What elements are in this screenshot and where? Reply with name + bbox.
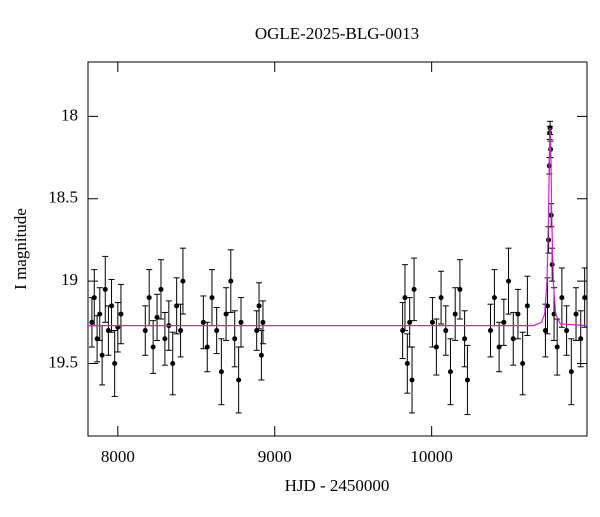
data-point xyxy=(91,295,97,301)
data-point xyxy=(433,344,439,350)
data-point xyxy=(228,278,234,284)
data-point xyxy=(582,295,588,301)
data-point xyxy=(180,278,186,284)
data-point xyxy=(112,361,118,367)
data-point xyxy=(491,295,497,301)
data-point xyxy=(260,319,266,325)
data-point xyxy=(236,377,242,383)
data-point xyxy=(204,344,210,350)
data-point xyxy=(462,336,468,342)
data-point xyxy=(214,328,220,334)
data-point xyxy=(209,295,215,301)
data-point xyxy=(99,352,105,358)
x-tick-label: 10000 xyxy=(410,447,453,466)
data-point xyxy=(549,262,555,268)
data-point xyxy=(438,295,444,301)
y-tick-label: 19.5 xyxy=(48,352,78,371)
x-tick-label: 8000 xyxy=(101,447,135,466)
data-point xyxy=(496,344,502,350)
data-point xyxy=(109,303,115,309)
data-point xyxy=(402,295,408,301)
data-point xyxy=(515,311,521,317)
data-point xyxy=(200,319,206,325)
data-point xyxy=(559,295,565,301)
data-point xyxy=(457,286,463,292)
y-tick-label: 18 xyxy=(61,105,78,124)
data-point xyxy=(501,319,507,325)
plot-frame xyxy=(87,61,588,437)
y-tick-label: 19 xyxy=(61,270,78,289)
data-point xyxy=(218,369,224,375)
data-point xyxy=(409,377,415,383)
data-point xyxy=(573,311,579,317)
data-point xyxy=(223,311,229,317)
data-point xyxy=(578,336,584,342)
data-point xyxy=(520,361,526,367)
data-point xyxy=(544,303,550,309)
data-point xyxy=(506,278,512,284)
data-point xyxy=(554,344,560,350)
data-point xyxy=(524,303,530,309)
data-point xyxy=(150,344,156,350)
x-axis-label: HJD - 2450000 xyxy=(285,476,390,495)
data-point xyxy=(158,286,164,292)
data-point xyxy=(542,328,548,334)
data-point xyxy=(146,295,152,301)
data-point xyxy=(142,328,148,334)
data-point xyxy=(407,319,413,325)
data-point xyxy=(238,319,244,325)
data-point xyxy=(118,311,124,317)
x-tick-label: 9000 xyxy=(258,447,292,466)
data-point xyxy=(510,336,516,342)
data-point xyxy=(256,303,262,309)
data-point xyxy=(258,352,264,358)
y-tick-label: 18.5 xyxy=(48,188,78,207)
data-point xyxy=(97,311,103,317)
data-point xyxy=(452,311,458,317)
data-point xyxy=(411,286,417,292)
data-point xyxy=(564,328,570,334)
data-point xyxy=(178,328,184,334)
data-point xyxy=(487,328,493,334)
data-point xyxy=(102,286,108,292)
chart-title: OGLE-2025-BLG-0013 xyxy=(255,24,419,43)
data-point xyxy=(232,336,238,342)
data-point xyxy=(170,361,176,367)
data-point xyxy=(404,361,410,367)
data-point xyxy=(568,369,574,375)
data-point xyxy=(162,336,168,342)
y-axis-label: I magnitude xyxy=(11,208,30,290)
model-curve xyxy=(88,127,588,327)
data-point xyxy=(464,377,470,383)
data-point xyxy=(443,328,449,334)
data-point xyxy=(429,319,435,325)
data-point xyxy=(447,369,453,375)
data-point xyxy=(89,319,95,325)
